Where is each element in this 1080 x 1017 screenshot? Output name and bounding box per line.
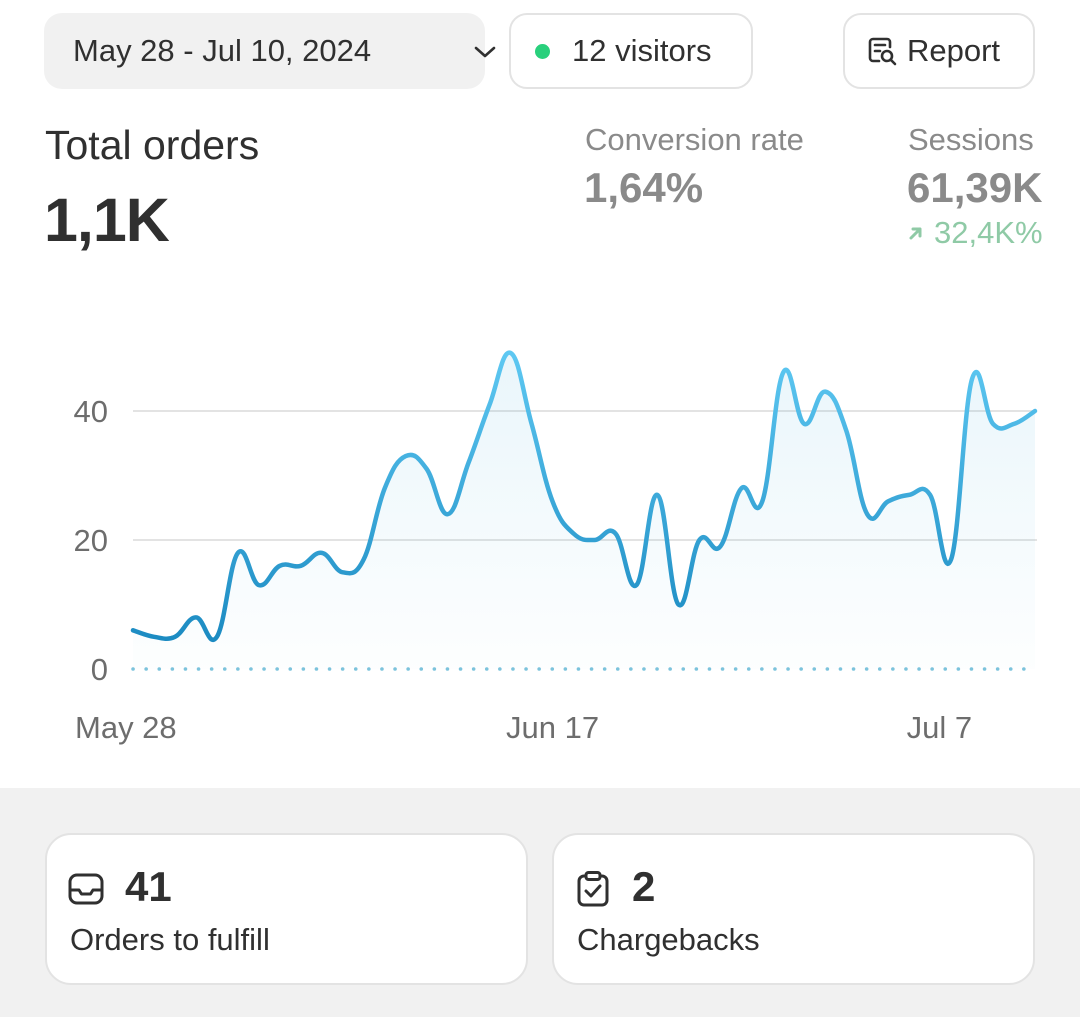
x-tick-label: May 28 xyxy=(75,710,177,745)
x-tick-label: Jul 7 xyxy=(907,710,972,745)
visitors-label: 12 visitors xyxy=(572,33,712,68)
y-tick-label: 0 xyxy=(91,652,108,687)
inbox-icon xyxy=(68,873,104,905)
report-search-icon xyxy=(868,37,897,66)
sessions-label[interactable]: Sessions xyxy=(908,122,1034,157)
toolbar: May 28 - Jul 10, 2024 12 visitors Report xyxy=(0,0,1080,100)
conversion-rate-label[interactable]: Conversion rate xyxy=(585,122,804,157)
date-range-button[interactable]: May 28 - Jul 10, 2024 xyxy=(44,13,496,89)
live-status-dot-icon xyxy=(535,43,550,59)
y-tick-label: 40 xyxy=(74,394,108,429)
sessions-delta-value: 32,4K% xyxy=(934,215,1043,250)
orders-chart[interactable]: 0 20 40 May 28 Jun 17 Jul 7 xyxy=(0,300,1080,760)
conversion-rate-value: 1,64% xyxy=(584,164,704,211)
report-label: Report xyxy=(907,33,1001,68)
chargebacks-card[interactable]: 2 Chargebacks xyxy=(552,833,1035,985)
orders-to-fulfill-value: 41 xyxy=(125,863,172,910)
chevron-down-icon xyxy=(474,46,496,58)
report-button[interactable]: Report xyxy=(843,13,1035,89)
orders-area xyxy=(133,352,1035,669)
sessions-value: 61,39K xyxy=(907,164,1043,211)
clipboard-check-icon xyxy=(577,871,609,907)
chargebacks-label: Chargebacks xyxy=(577,922,760,957)
orders-line xyxy=(130,350,1038,642)
sessions-delta: 32,4K% xyxy=(906,215,1043,251)
live-visitors-button[interactable]: 12 visitors xyxy=(509,13,753,89)
date-range-label: May 28 - Jul 10, 2024 xyxy=(73,33,372,68)
arrow-up-right-icon xyxy=(909,227,922,240)
chargebacks-value: 2 xyxy=(632,863,656,910)
orders-to-fulfill-card[interactable]: 41 Orders to fulfill xyxy=(45,833,528,985)
orders-to-fulfill-label: Orders to fulfill xyxy=(70,922,270,957)
total-orders-value: 1,1K xyxy=(44,186,170,254)
x-tick-label: Jun 17 xyxy=(506,710,599,745)
summary-section: 41 Orders to fulfill 2 Chargebacks xyxy=(0,788,1080,1017)
total-orders-label: Total orders xyxy=(45,122,260,168)
y-tick-label: 20 xyxy=(74,523,108,558)
